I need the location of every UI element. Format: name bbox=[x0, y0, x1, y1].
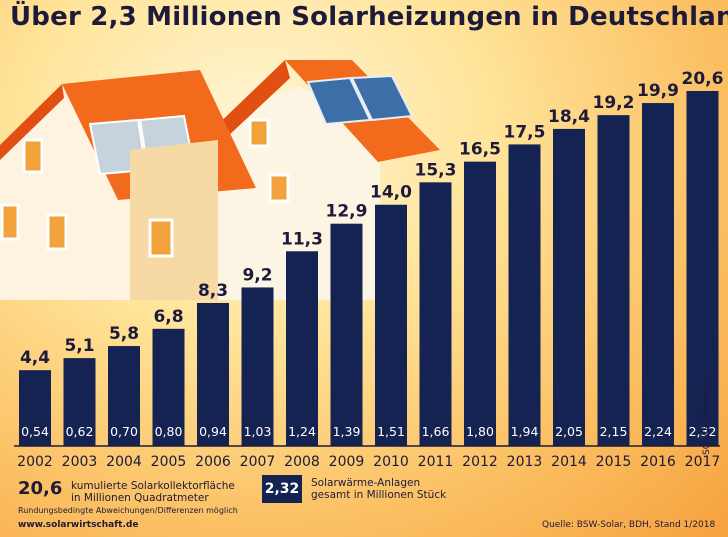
area-label-2014: 18,4 bbox=[548, 107, 590, 127]
units-label-2003: 0,62 bbox=[66, 424, 94, 439]
area-label-2015: 19,2 bbox=[593, 93, 635, 113]
area-label-2016: 19,9 bbox=[637, 81, 679, 101]
window-back-2 bbox=[268, 173, 290, 203]
units-label-2002: 0,54 bbox=[21, 424, 49, 439]
units-label-2015: 2,15 bbox=[600, 424, 628, 439]
website-link[interactable]: www.solarwirtschaft.de bbox=[18, 520, 139, 530]
bar-2016 bbox=[642, 103, 674, 446]
area-label-2004: 5,8 bbox=[109, 324, 139, 344]
year-label-2015: 2015 bbox=[596, 454, 632, 470]
bar-2003 bbox=[63, 358, 96, 446]
window-front-3 bbox=[46, 213, 68, 251]
units-label-2007: 1,03 bbox=[244, 424, 272, 439]
area-label-2002: 4,4 bbox=[20, 348, 50, 368]
chart-title: Über 2,3 Millionen Solarheizungen in Deu… bbox=[10, 2, 728, 32]
year-label-2016: 2016 bbox=[640, 454, 676, 470]
legend-units-text: Solarwärme-Anlagen gesamt in Millionen S… bbox=[311, 477, 446, 501]
units-label-2008: 1,24 bbox=[288, 424, 316, 439]
units-label-2016: 2,24 bbox=[644, 424, 672, 439]
solar-panel-4 bbox=[350, 74, 414, 122]
bar-2004 bbox=[108, 346, 140, 446]
legend-units-swatch: 2,32 bbox=[262, 475, 302, 503]
area-label-2011: 15,3 bbox=[415, 160, 457, 180]
units-label-2014: 2,05 bbox=[555, 424, 583, 439]
bar-2014 bbox=[553, 128, 585, 446]
units-label-2012: 1,80 bbox=[466, 424, 494, 439]
legend-area-example: 20,6 bbox=[18, 478, 63, 499]
bar-2011 bbox=[419, 182, 452, 446]
window-front-4 bbox=[148, 218, 174, 258]
area-label-2010: 14,0 bbox=[370, 183, 412, 203]
area-label-2017: 20,6 bbox=[682, 69, 724, 89]
bar-2006 bbox=[197, 302, 229, 446]
units-label-2011: 1,66 bbox=[422, 424, 450, 439]
year-label-2006: 2006 bbox=[195, 454, 231, 470]
year-label-2004: 2004 bbox=[106, 454, 142, 470]
year-label-2009: 2009 bbox=[329, 454, 365, 470]
legend-units-line2: gesamt in Millionen Stück bbox=[311, 489, 447, 501]
legend-area-line1: kumulierte Solarkollektorfläche bbox=[71, 480, 235, 492]
year-label-2010: 2010 bbox=[373, 454, 409, 470]
units-label-2004: 0,70 bbox=[110, 424, 138, 439]
year-label-2003: 2003 bbox=[62, 454, 98, 470]
solar-panel-3 bbox=[306, 76, 372, 126]
bar-2013 bbox=[508, 144, 541, 446]
bar-2005 bbox=[152, 328, 185, 446]
legend-area-text: kumulierte Solarkollektorfläche in Milli… bbox=[71, 480, 235, 504]
area-label-2008: 11,3 bbox=[281, 229, 323, 249]
legend-units-line1: Solarwärme-Anlagen bbox=[311, 477, 421, 489]
rounding-note: Rundungsbedingte Abweichungen/Differenze… bbox=[18, 506, 238, 515]
source-note: Quelle: BSW-Solar, BDH, Stand 1/2018 bbox=[542, 520, 716, 530]
units-label-2010: 1,51 bbox=[377, 424, 405, 439]
year-label-2013: 2013 bbox=[507, 454, 543, 470]
bar-2002 bbox=[19, 370, 51, 446]
window-back-1 bbox=[248, 118, 270, 148]
units-label-2017: 2,32 bbox=[689, 424, 717, 439]
bar-2009 bbox=[330, 223, 363, 446]
area-label-2007: 9,2 bbox=[242, 265, 272, 285]
house-side-front bbox=[130, 140, 218, 300]
area-label-2005: 6,8 bbox=[153, 307, 183, 327]
bar-2015 bbox=[597, 115, 630, 446]
bar-2010 bbox=[375, 204, 407, 446]
year-label-2008: 2008 bbox=[284, 454, 320, 470]
year-label-2005: 2005 bbox=[151, 454, 187, 470]
units-label-2005: 0,80 bbox=[155, 424, 183, 439]
watermark: SOLARGRAFIK.de bbox=[702, 377, 712, 455]
area-label-2006: 8,3 bbox=[198, 281, 228, 301]
bar-2012 bbox=[464, 161, 496, 446]
house-roof-edge-back bbox=[212, 60, 290, 138]
year-label-2007: 2007 bbox=[240, 454, 276, 470]
area-label-2003: 5,1 bbox=[64, 336, 94, 356]
year-label-2011: 2011 bbox=[418, 454, 454, 470]
window-front-2 bbox=[0, 203, 20, 241]
window-front-1 bbox=[22, 138, 44, 174]
year-label-2014: 2014 bbox=[551, 454, 587, 470]
year-label-2012: 2012 bbox=[462, 454, 498, 470]
bar-2008 bbox=[286, 251, 318, 446]
area-label-2012: 16,5 bbox=[459, 140, 501, 160]
year-label-2017: 2017 bbox=[685, 454, 721, 470]
year-label-2002: 2002 bbox=[17, 454, 53, 470]
units-label-2006: 0,94 bbox=[199, 424, 227, 439]
houses-illustration bbox=[0, 60, 440, 300]
house-roof-edge-front bbox=[0, 84, 64, 160]
legend-area-line2: in Millionen Quadratmeter bbox=[71, 492, 209, 504]
bar-2007 bbox=[241, 287, 274, 446]
units-label-2009: 1,39 bbox=[333, 424, 361, 439]
units-label-2013: 1,94 bbox=[511, 424, 539, 439]
area-label-2009: 12,9 bbox=[326, 202, 368, 222]
bars: 4,4 0,54 2002 5,1 0,62 2003 5,8 0,70 2004 6,8 0,80… bbox=[17, 69, 723, 470]
bar-2017 bbox=[686, 91, 719, 446]
area-label-2013: 17,5 bbox=[504, 122, 546, 142]
